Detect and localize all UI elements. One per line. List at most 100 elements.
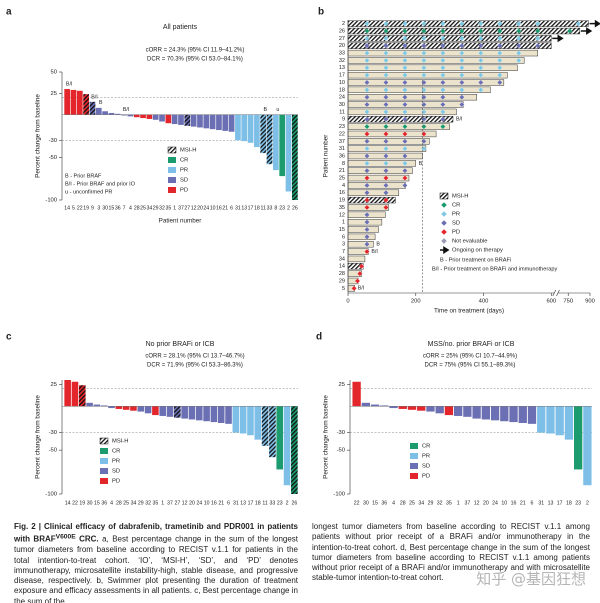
x-tick-label: 28 (134, 205, 140, 211)
assessment-marker (383, 57, 389, 64)
legend-swatch (100, 458, 108, 464)
patient-label: 2 (342, 21, 345, 27)
assessment-marker (421, 35, 427, 42)
bar (140, 114, 146, 119)
assessment-marker (459, 35, 465, 42)
x-tick-label: 22 (72, 500, 78, 506)
legend-label: PR (180, 168, 188, 174)
assessment-marker (402, 50, 408, 56)
x-tick-label: 32 (159, 205, 165, 211)
caption-title: Fig. 2 | Clinical efficacy of dabrafenib… (14, 522, 298, 544)
bar-hatch (184, 114, 191, 126)
bar (370, 404, 380, 407)
assessment-marker (421, 94, 427, 101)
assessment-marker (402, 138, 408, 145)
x-tick-label: 35 (446, 500, 452, 506)
assessment-marker (534, 35, 541, 42)
x-tick-label: 4 (392, 500, 395, 506)
assessment-marker (383, 175, 389, 181)
y-tick-label: -30 (49, 430, 57, 436)
assessment-marker (402, 42, 408, 49)
bar (71, 381, 79, 407)
watermark: 知乎 @基因狂想 (476, 570, 586, 588)
patient-label: 5 (342, 286, 345, 292)
assessment-marker (364, 35, 370, 42)
bar-note: B/I (358, 286, 364, 292)
y-tick-label: 25 (51, 91, 57, 97)
patient-label: 20 (339, 43, 345, 49)
bar (108, 112, 115, 115)
x-tick-label: 28 (116, 500, 122, 506)
bar (254, 114, 260, 148)
bar (159, 114, 165, 122)
x-tick-label: 33 (267, 205, 273, 211)
assessment-marker (459, 94, 465, 101)
y-tick-label: -30 (49, 138, 57, 144)
bar (273, 114, 279, 171)
assessment-marker (383, 50, 389, 56)
bar-note: B (419, 161, 423, 167)
assessment-marker (383, 182, 389, 189)
bar-hatch (348, 35, 552, 42)
x-tick-label: 30 (363, 500, 369, 506)
x-axis-label: Time on treatment (days) (434, 308, 504, 315)
assessment-marker (440, 64, 446, 71)
bar (197, 114, 203, 128)
assessment-marker (477, 57, 484, 64)
patient-label: 10 (339, 80, 345, 86)
assessment-marker (364, 211, 370, 218)
bar (426, 406, 435, 412)
assessment-marker (364, 241, 370, 248)
patient-label: 32 (339, 58, 345, 64)
assessment-marker (515, 20, 522, 27)
x-tick-label: 600 (546, 299, 556, 305)
assessment-marker (459, 79, 465, 86)
y-tick-label: 25 (51, 382, 57, 388)
patient-label: 12 (339, 212, 345, 218)
legend-hatch (168, 147, 176, 153)
bar-hatch (83, 94, 89, 115)
legend-label: PR (422, 454, 430, 460)
assessment-marker (515, 35, 522, 42)
legend-label: PD (112, 479, 120, 485)
y-tick-label: -100 (45, 198, 57, 204)
x-tick-label: 19 (79, 500, 85, 506)
assessment-marker (440, 94, 446, 101)
assessment-marker (440, 42, 446, 49)
bar-note: B/I (91, 94, 97, 100)
assessment-marker (364, 234, 370, 240)
assessment-marker (534, 20, 541, 27)
bar (398, 406, 407, 409)
assessment-marker (383, 79, 389, 86)
assessment-marker (496, 28, 503, 34)
assessment-marker (496, 64, 503, 71)
assessment-marker (440, 20, 446, 27)
caption-left: Fig. 2 | Clinical efficacy of dabrafenib… (14, 522, 298, 603)
assessment-marker (383, 197, 389, 203)
assessment-marker (402, 175, 408, 181)
x-tick-label: 23 (575, 500, 581, 506)
legend-label: PD (422, 474, 430, 480)
bar-note: B/I (371, 249, 377, 255)
x-tick-label: 12 (182, 500, 188, 506)
assessment-marker (440, 116, 446, 123)
assessment-marker (421, 72, 427, 78)
assessment-marker (351, 285, 357, 292)
x-tick-label: 27 (184, 205, 190, 211)
assessment-marker (459, 50, 465, 56)
bar (518, 406, 527, 423)
caption-text: longest tumor diameters from baseline ac… (312, 522, 590, 583)
assessment-marker (402, 131, 408, 137)
treatment-bar (347, 123, 450, 130)
assessment-marker (477, 50, 484, 56)
x-tick-label: 6 (227, 500, 230, 506)
assessment-marker (575, 20, 582, 27)
bar (235, 114, 241, 141)
assessment-marker (364, 28, 370, 34)
x-tick-label: 9 (91, 205, 94, 211)
treatment-bar (347, 174, 410, 182)
bar (583, 406, 592, 486)
assessment-marker (459, 57, 465, 64)
x-tick-label: 26 (291, 500, 297, 506)
bar (195, 406, 203, 421)
